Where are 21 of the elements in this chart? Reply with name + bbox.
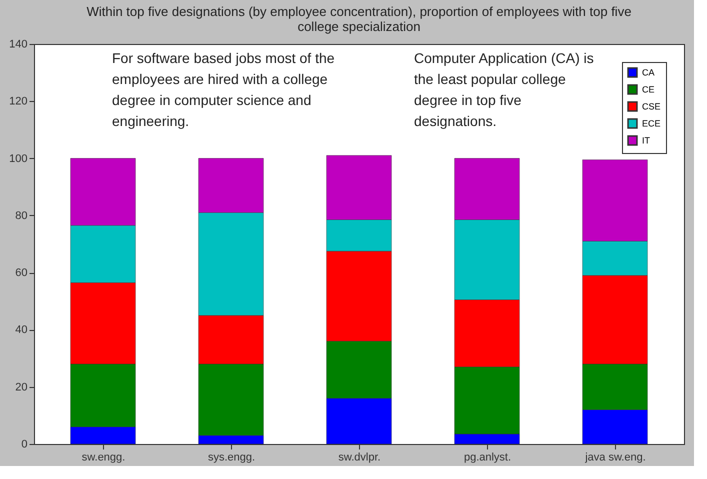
y-tick-label: 140	[9, 38, 28, 50]
x-tick-label: sw.dvlpr.	[338, 452, 381, 464]
legend-label: IT	[642, 136, 650, 146]
y-tick-label: 80	[15, 210, 28, 222]
y-tick-label: 100	[9, 152, 28, 165]
legend-label: CA	[642, 68, 655, 78]
chart-title: Within top five designations (by employee concentration), proportion of employees with top five college specialization	[86, 4, 632, 34]
annotation: For software based jobs most of the employees are hired with a college degree in computer science and engineering.	[112, 50, 335, 129]
y-tick-label: 60	[15, 267, 28, 280]
legend-label: ECE	[642, 118, 661, 128]
y-tick-label: 20	[15, 381, 28, 394]
x-tick-label: sys.engg.	[208, 452, 256, 464]
legend-label: CE	[642, 84, 655, 94]
y-tick-label: 40	[15, 324, 28, 336]
x-tick-label: sw.engg.	[82, 452, 126, 464]
x-tick-label: pg.anlyst.	[464, 452, 512, 464]
x-tick-label: java sw.eng.	[584, 452, 646, 464]
y-tick-label: 120	[9, 96, 28, 108]
y-tick-label: 0	[21, 438, 28, 450]
annotation: Computer Application (CA) is the least popular college degree in top five designations.	[414, 50, 594, 129]
legend-label: CSE	[642, 102, 661, 112]
